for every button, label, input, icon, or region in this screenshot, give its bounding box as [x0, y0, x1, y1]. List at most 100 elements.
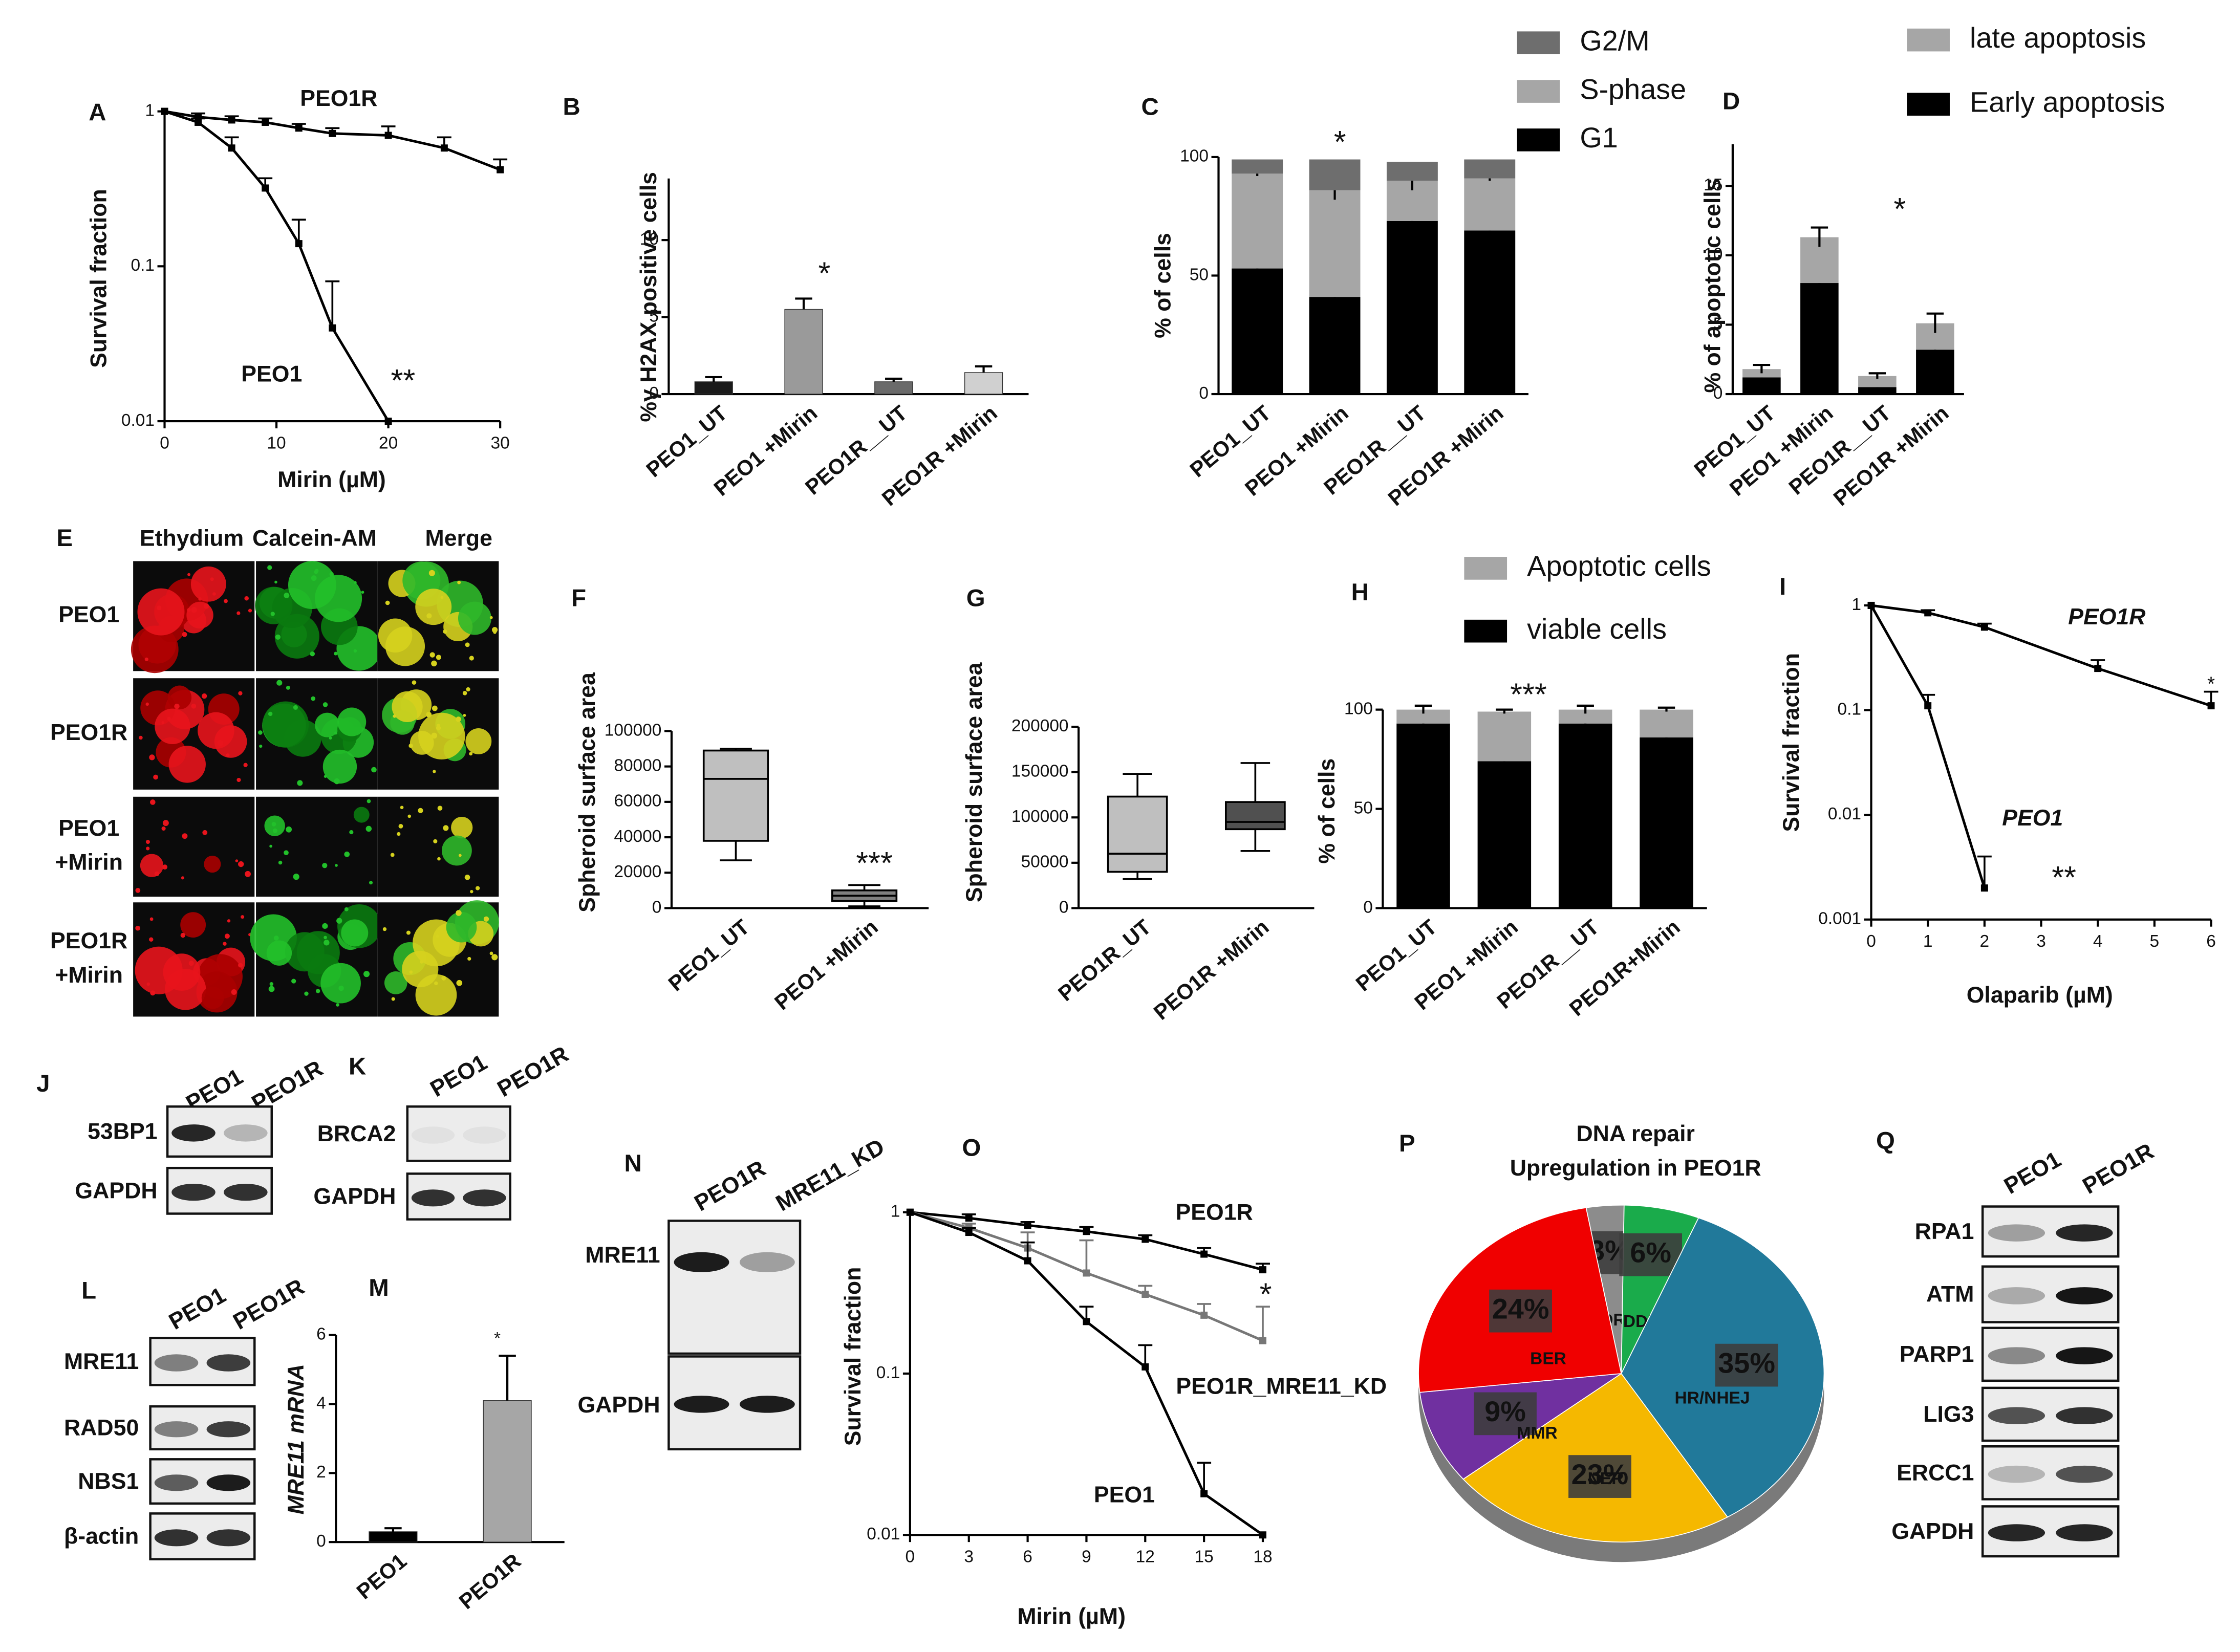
- speck: [441, 975, 446, 981]
- cell-cluster: [288, 561, 336, 610]
- error-bar: [1020, 1241, 1035, 1261]
- speck: [217, 740, 224, 746]
- y-tick-label: 80000: [614, 756, 661, 775]
- x-axis-title: Mirin (µM): [277, 467, 386, 492]
- speck: [336, 918, 342, 924]
- speck: [224, 599, 228, 603]
- speck: [245, 871, 251, 877]
- blot-band: [206, 1354, 251, 1372]
- column-label: Ethydium: [140, 526, 244, 551]
- error-bar: [325, 280, 340, 328]
- speck: [315, 989, 320, 993]
- annotation: **: [391, 363, 416, 398]
- row-label: MRE11: [64, 1349, 139, 1374]
- speck: [286, 685, 290, 690]
- blot-band: [2056, 1224, 2113, 1242]
- speck: [464, 875, 470, 880]
- blot-band: [463, 1189, 506, 1207]
- error-bar: [975, 365, 993, 373]
- y-tick-label: 5: [649, 307, 659, 325]
- cell-cluster: [392, 691, 423, 722]
- panel-letter: D: [1722, 88, 1740, 115]
- error-bar: [1138, 1234, 1153, 1240]
- speck: [458, 854, 462, 857]
- speck: [334, 731, 338, 735]
- speck: [145, 839, 150, 844]
- cell-cluster: [204, 856, 221, 873]
- speck: [154, 871, 160, 877]
- x-tick-label: 20: [379, 434, 398, 453]
- speck: [181, 876, 185, 880]
- bar-segment: [1558, 723, 1612, 908]
- speck: [437, 806, 443, 811]
- error-bar: [1921, 693, 1935, 706]
- speck: [259, 744, 263, 748]
- error-bar: [384, 1527, 402, 1532]
- speck: [367, 799, 371, 803]
- speck: [144, 657, 148, 661]
- cell-cluster: [418, 712, 465, 759]
- error-bar: [1079, 1306, 1094, 1322]
- y-tick-label: 0.001: [1818, 909, 1861, 928]
- y-tick-label: 4: [316, 1394, 326, 1412]
- point: [1259, 1531, 1266, 1539]
- row-label: PEO1: [58, 602, 119, 627]
- row-label: GAPDH: [75, 1178, 157, 1203]
- y-tick-label: 100000: [1011, 807, 1069, 826]
- speck: [304, 991, 309, 996]
- bar-segment: [1232, 159, 1283, 174]
- speck: [432, 705, 438, 711]
- speck: [436, 725, 441, 731]
- value-label-box: [1474, 1392, 1537, 1436]
- annotation: *: [2207, 673, 2215, 695]
- cell-cluster: [140, 854, 164, 877]
- x-tick-label: 2: [1980, 932, 1990, 951]
- blot-band: [206, 1529, 251, 1547]
- blot-band: [674, 1396, 729, 1413]
- blot-band: [739, 1252, 795, 1272]
- point: [1083, 1228, 1090, 1235]
- category-label: HR/NHEJ: [1675, 1388, 1750, 1407]
- cell-cluster: [180, 912, 206, 938]
- speck: [188, 961, 194, 966]
- bar-segment: [1464, 178, 1516, 231]
- speck: [238, 691, 243, 695]
- error-bar: [1197, 1247, 1212, 1254]
- panel-letter: A: [89, 99, 106, 126]
- speck: [187, 573, 190, 576]
- blot-band: [2056, 1347, 2113, 1364]
- speck: [149, 917, 154, 921]
- error-bar: [2204, 690, 2219, 706]
- value-label-box: [1568, 1455, 1631, 1498]
- speck: [201, 693, 207, 699]
- speck: [149, 937, 154, 942]
- speck: [139, 735, 143, 740]
- bar: [483, 1400, 532, 1542]
- speck: [161, 826, 166, 831]
- y-tick-label: 20000: [614, 862, 661, 881]
- legend-swatch: [1517, 128, 1560, 151]
- speck: [269, 982, 274, 986]
- annotation: *: [1260, 1277, 1272, 1312]
- cell-cluster: [135, 946, 183, 994]
- speck: [146, 982, 150, 986]
- speck: [182, 833, 188, 839]
- speck: [210, 577, 214, 581]
- blot-band: [1988, 1224, 2045, 1242]
- x-axis-title: Mirin (µM): [1017, 1604, 1126, 1629]
- speck: [335, 864, 338, 867]
- x-tick-label: 18: [1253, 1548, 1272, 1567]
- speck: [493, 631, 497, 634]
- bar-segment: [1309, 190, 1361, 297]
- y-axis-title: % of cells: [1150, 233, 1175, 338]
- speck: [284, 593, 290, 598]
- blot-band: [739, 1396, 795, 1413]
- blot-band: [1988, 1524, 2045, 1541]
- bar: [874, 381, 913, 395]
- cell-cluster: [266, 940, 292, 966]
- error-bar: [1020, 1221, 1035, 1226]
- speck: [462, 691, 467, 695]
- cell-cluster: [315, 712, 340, 737]
- speck: [338, 985, 344, 991]
- speck: [336, 1003, 339, 1007]
